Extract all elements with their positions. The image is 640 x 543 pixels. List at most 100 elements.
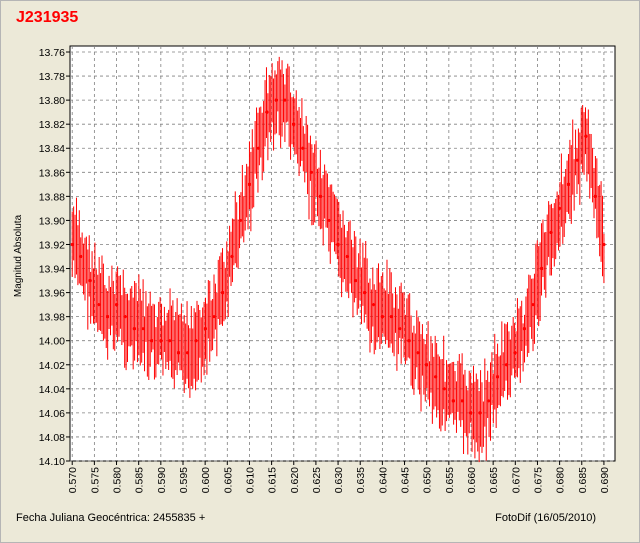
data-point xyxy=(363,290,367,295)
y-tick-label: 13.96 xyxy=(39,288,65,300)
chart-title: J231935 xyxy=(16,9,79,26)
data-point xyxy=(159,339,163,343)
data-point xyxy=(407,339,411,343)
data-point xyxy=(371,303,376,307)
data-point xyxy=(602,242,606,247)
x-tick-label: 0.660 xyxy=(466,467,478,493)
data-point xyxy=(150,339,154,343)
data-point xyxy=(460,399,464,403)
data-point xyxy=(185,351,190,355)
y-tick-label: 13.82 xyxy=(39,119,65,131)
data-point xyxy=(114,303,119,307)
y-tick-label: 13.98 xyxy=(39,312,65,324)
data-series xyxy=(70,56,606,463)
x-tick-label: 0.625 xyxy=(311,467,323,493)
data-point xyxy=(389,315,393,319)
y-axis-title: Magnitud Absoluta xyxy=(13,214,24,297)
data-point xyxy=(513,351,517,355)
y-tick-labels: 13.76 13.78 13.80 13.82 13.84 13.86 13.88 13.90… xyxy=(39,47,65,468)
data-point xyxy=(522,327,526,331)
data-point xyxy=(345,254,349,259)
y-tick-label: 14.00 xyxy=(39,336,65,348)
data-point xyxy=(221,290,225,295)
data-point xyxy=(247,182,252,186)
data-point xyxy=(318,194,322,198)
data-point xyxy=(575,158,579,162)
x-tick-label: 0.645 xyxy=(400,467,412,493)
data-point xyxy=(194,339,198,343)
data-point xyxy=(336,242,340,247)
x-tick-label: 0.680 xyxy=(555,467,567,493)
data-point xyxy=(469,411,473,415)
x-tick-label: 0.600 xyxy=(200,467,212,493)
data-point xyxy=(292,122,296,126)
x-tick-label: 0.570 xyxy=(67,467,79,493)
x-axis-caption: Fecha Juliana Geocéntrica: 2455835 + xyxy=(16,512,206,524)
data-point xyxy=(309,170,314,174)
x-tick-label: 0.675 xyxy=(532,467,544,493)
x-tick-label: 0.685 xyxy=(577,467,589,493)
data-point xyxy=(558,206,562,210)
data-point xyxy=(549,230,553,235)
data-point xyxy=(70,242,74,247)
x-tick-label: 0.665 xyxy=(488,467,500,493)
data-point xyxy=(495,375,500,379)
data-point xyxy=(531,303,535,307)
x-tick-label: 0.690 xyxy=(599,467,611,493)
data-point xyxy=(230,254,234,259)
x-tick-label: 0.575 xyxy=(89,467,101,493)
y-tick-label: 14.08 xyxy=(39,432,65,444)
data-point xyxy=(123,315,127,319)
x-tick-label: 0.585 xyxy=(134,467,146,493)
x-tick-label: 0.610 xyxy=(244,467,256,493)
data-point xyxy=(380,315,384,319)
data-point xyxy=(97,303,101,307)
data-point xyxy=(283,98,287,102)
data-point xyxy=(176,351,181,355)
y-tick-label: 13.94 xyxy=(39,264,65,276)
x-tick-label: 0.615 xyxy=(267,467,279,493)
data-point xyxy=(301,146,305,150)
data-point xyxy=(238,218,243,223)
y-tick-label: 13.88 xyxy=(39,191,65,203)
data-point xyxy=(106,315,110,319)
x-tick-label: 0.630 xyxy=(333,467,345,493)
y-tick-label: 13.90 xyxy=(39,215,65,227)
data-point xyxy=(88,278,92,283)
data-point xyxy=(203,327,207,331)
x-tick-label: 0.635 xyxy=(355,467,367,493)
data-point xyxy=(416,351,420,355)
software-credit: FotoDif (16/05/2010) xyxy=(495,512,596,524)
data-point xyxy=(504,363,509,367)
data-point xyxy=(79,254,83,259)
data-point xyxy=(425,363,429,367)
x-tick-label: 0.590 xyxy=(156,467,168,493)
y-tick-label: 13.84 xyxy=(39,143,65,155)
data-point xyxy=(442,387,447,391)
y-tick-label: 13.92 xyxy=(39,239,65,251)
data-point xyxy=(265,110,269,114)
data-point xyxy=(566,182,571,186)
y-tick-label: 14.04 xyxy=(39,384,65,396)
plot-area xyxy=(69,45,616,462)
data-point xyxy=(398,327,402,331)
y-tick-label: 13.86 xyxy=(39,167,65,179)
x-tick-label: 0.605 xyxy=(222,467,234,493)
data-point xyxy=(327,218,331,223)
data-point xyxy=(478,411,482,415)
x-tick-label: 0.655 xyxy=(444,467,456,493)
y-tick-label: 13.76 xyxy=(39,47,65,59)
data-point xyxy=(141,327,145,331)
data-point xyxy=(593,194,597,198)
data-point xyxy=(212,315,216,319)
x-tick-label: 0.670 xyxy=(510,467,522,493)
x-tick-label: 0.595 xyxy=(178,467,190,493)
y-tick-label: 13.80 xyxy=(39,95,65,107)
data-point xyxy=(354,278,358,283)
data-point xyxy=(132,327,136,331)
data-point xyxy=(540,266,544,271)
x-tick-label: 0.620 xyxy=(289,467,301,493)
y-tick-label: 14.10 xyxy=(39,456,65,468)
data-point xyxy=(168,339,172,343)
